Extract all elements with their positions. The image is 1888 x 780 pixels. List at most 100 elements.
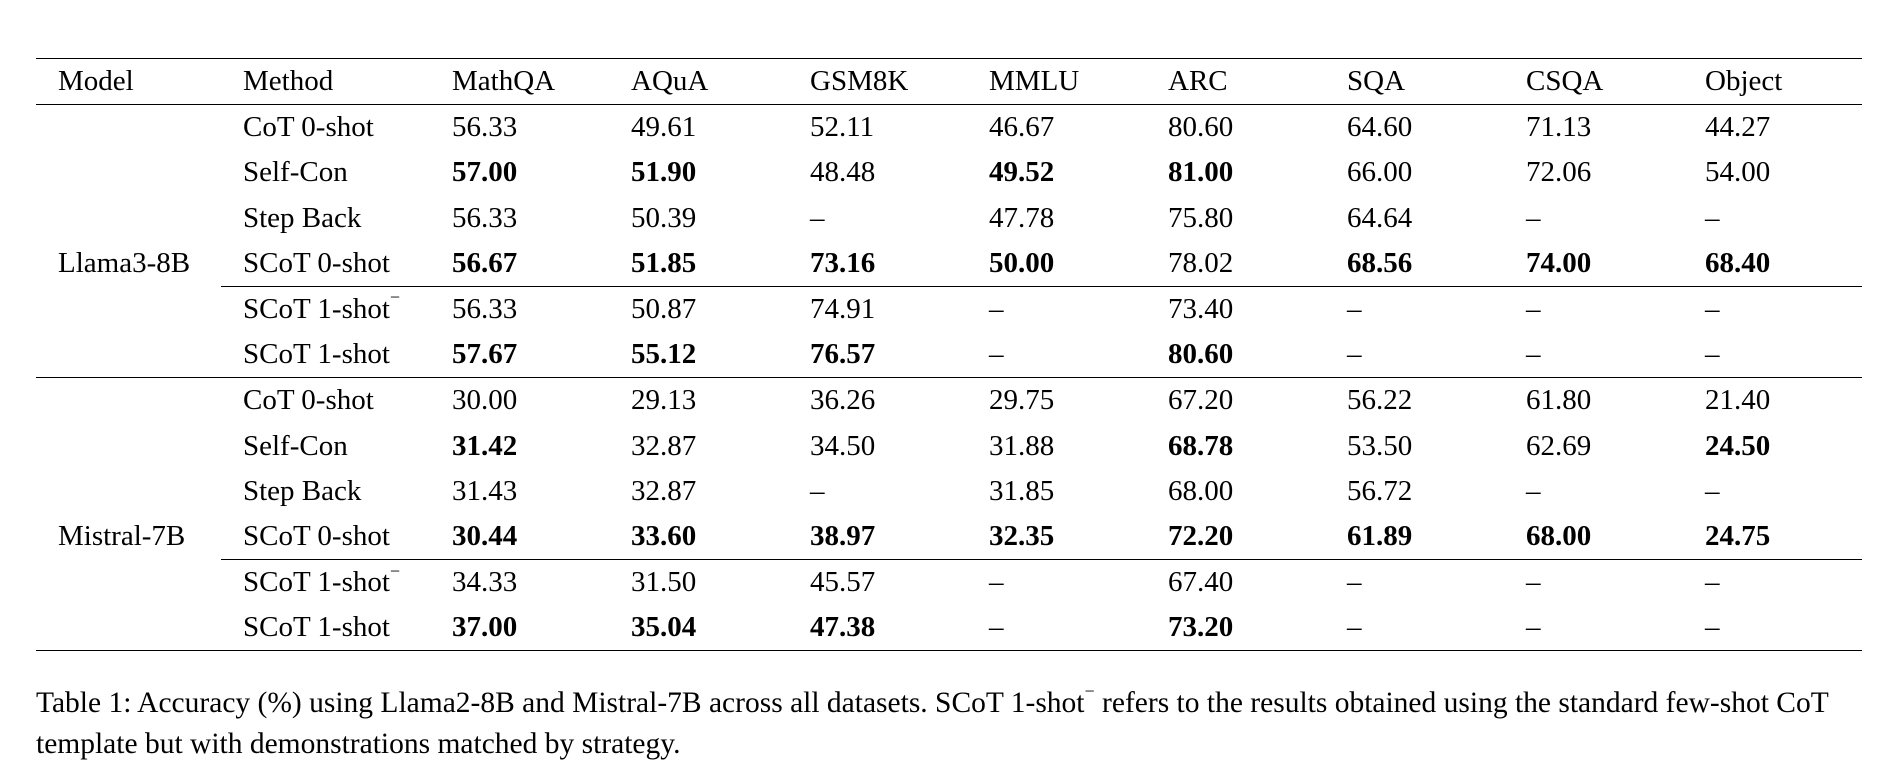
score-cell: 51.90 <box>631 156 697 189</box>
method-cell: Self-Con <box>221 150 430 195</box>
results-table-container: Model Method MathQA AQuA GSM8K MMLU ARC … <box>36 58 1862 651</box>
score-cell: – <box>1347 338 1362 371</box>
score-cell: 49.61 <box>631 111 697 144</box>
score-cell: – <box>1504 285 1683 333</box>
header-row: Model Method MathQA AQuA GSM8K MMLU ARC … <box>36 58 1862 105</box>
score-cell: 68.40 <box>1705 246 1771 279</box>
header-sqa: SQA <box>1347 65 1406 98</box>
score-cell: 34.33 <box>430 559 609 606</box>
model-name-cell: Mistral-7B <box>36 378 221 651</box>
method-name: SCoT 1-shot <box>243 611 390 644</box>
table-row: Llama3-8B CoT 0-shot 56.33 49.61 52.11 46.67 8… <box>36 105 1862 278</box>
score-cell: 72.06 <box>1526 156 1592 189</box>
score-cell: 68.00 <box>1526 519 1592 552</box>
score-cell: 68.56 <box>1347 246 1413 279</box>
score-cell: 48.48 <box>810 156 876 189</box>
score-cell: 56.33 <box>430 285 609 333</box>
score-cell: 37.00 <box>452 611 518 644</box>
score-cell: – <box>1526 474 1541 507</box>
score-cell: – <box>1683 285 1862 333</box>
score-cell: 31.50 <box>609 559 788 606</box>
score-cell: 53.50 <box>1347 429 1413 462</box>
method-name: SCoT 0-shot <box>243 246 390 279</box>
score-cell: 57.00 <box>452 156 518 189</box>
method-name: Step Back <box>243 474 362 507</box>
header-arc: ARC <box>1168 65 1228 98</box>
model-name: Mistral-7B <box>58 519 186 552</box>
score-cell: 61.80 <box>1526 384 1592 417</box>
method-superscript: − <box>389 560 401 581</box>
score-cell: 31.85 <box>989 474 1055 507</box>
score-cell: – <box>1347 611 1362 644</box>
score-cell: 56.67 <box>452 246 518 279</box>
table-row: SCoT 1-shot 57.67 55.12 76.57 – 80.60 – – – <box>36 332 1862 378</box>
header-aqua: AQuA <box>631 65 709 98</box>
table-row: Self-Con 31.42 32.87 34.50 31.88 68.78 53.50 62… <box>36 424 1862 469</box>
score-cell: 29.75 <box>989 384 1055 417</box>
score-cell: 47.38 <box>810 611 876 644</box>
score-cell: 50.87 <box>609 285 788 333</box>
method-superscript: − <box>389 287 401 308</box>
model-name: Llama3-8B <box>58 246 191 279</box>
table-row: Step Back 31.43 32.87 – 31.85 68.00 56.72 – – <box>36 469 1862 514</box>
score-cell: 71.13 <box>1526 111 1592 144</box>
score-cell: 35.04 <box>631 611 697 644</box>
score-cell: 29.13 <box>631 384 697 417</box>
score-cell: 54.00 <box>1705 156 1771 189</box>
score-cell: – <box>1325 559 1504 606</box>
table-row: SCoT 0-shot 30.44 33.60 38.97 32.35 72.20 61.8… <box>36 514 1862 560</box>
score-cell: – <box>810 474 825 507</box>
score-cell: – <box>1526 611 1541 644</box>
score-cell: 49.52 <box>989 156 1055 189</box>
table-caption: Table 1: Accuracy (%) using Llama2-8B an… <box>36 682 1866 765</box>
score-cell: 32.87 <box>631 474 697 507</box>
score-cell: 62.69 <box>1526 429 1592 462</box>
score-cell: 75.80 <box>1168 201 1234 234</box>
results-table: Model Method MathQA AQuA GSM8K MMLU ARC … <box>36 58 1862 651</box>
score-cell: 64.60 <box>1347 111 1413 144</box>
score-cell: – <box>1705 338 1720 371</box>
caption-text-part1: Table 1: Accuracy (%) using Llama2-8B an… <box>36 687 1085 719</box>
score-cell: 21.40 <box>1705 384 1771 417</box>
score-cell: 73.16 <box>810 246 876 279</box>
method-cell: SCoT 0-shot <box>221 514 430 560</box>
header-method: Method <box>243 65 334 98</box>
score-cell: 74.00 <box>1526 246 1592 279</box>
score-cell: 32.35 <box>989 519 1055 552</box>
score-cell: 67.40 <box>1146 559 1325 606</box>
method-name: CoT 0-shot <box>243 384 374 417</box>
table-row: Mistral-7B CoT 0-shot 30.00 29.13 36.26 29.75… <box>36 378 1862 551</box>
score-cell: 46.67 <box>989 111 1055 144</box>
method-name: Self-Con <box>243 156 348 189</box>
method-name: Step Back <box>243 201 362 234</box>
method-name: SCoT 1-shot <box>243 566 390 599</box>
method-name: SCoT 0-shot <box>243 519 390 552</box>
score-cell: 24.75 <box>1705 519 1771 552</box>
header-mmlu: MMLU <box>989 65 1080 98</box>
method-cell: Self-Con <box>221 424 430 469</box>
method-cell: Step Back <box>221 196 430 241</box>
score-cell: 67.20 <box>1168 384 1234 417</box>
score-cell: 80.60 <box>1168 338 1234 371</box>
score-cell: – <box>989 338 1004 371</box>
header-object: Object <box>1705 65 1783 98</box>
table-row: Step Back 56.33 50.39 – 47.78 75.80 64.64 – – <box>36 196 1862 241</box>
score-cell: 61.89 <box>1347 519 1413 552</box>
score-cell: 38.97 <box>810 519 876 552</box>
score-cell: 33.60 <box>631 519 697 552</box>
score-cell: 44.27 <box>1705 111 1771 144</box>
method-cell: SCoT 1-shot <box>221 332 430 378</box>
method-cell: Step Back <box>221 469 430 514</box>
score-cell: – <box>967 285 1146 333</box>
score-cell: 51.85 <box>631 246 697 279</box>
method-cell: CoT 0-shot <box>221 378 430 424</box>
score-cell: – <box>1504 559 1683 606</box>
score-cell: 50.00 <box>989 246 1055 279</box>
score-cell: – <box>1705 474 1720 507</box>
score-cell: 68.78 <box>1168 429 1234 462</box>
score-cell: 74.91 <box>788 285 967 333</box>
score-cell: 73.20 <box>1168 611 1234 644</box>
score-cell: 34.50 <box>810 429 876 462</box>
table-row: SCoT 1-shot− 56.33 50.87 74.91–73.40– – – <box>36 285 1862 333</box>
score-cell: 24.50 <box>1705 429 1771 462</box>
